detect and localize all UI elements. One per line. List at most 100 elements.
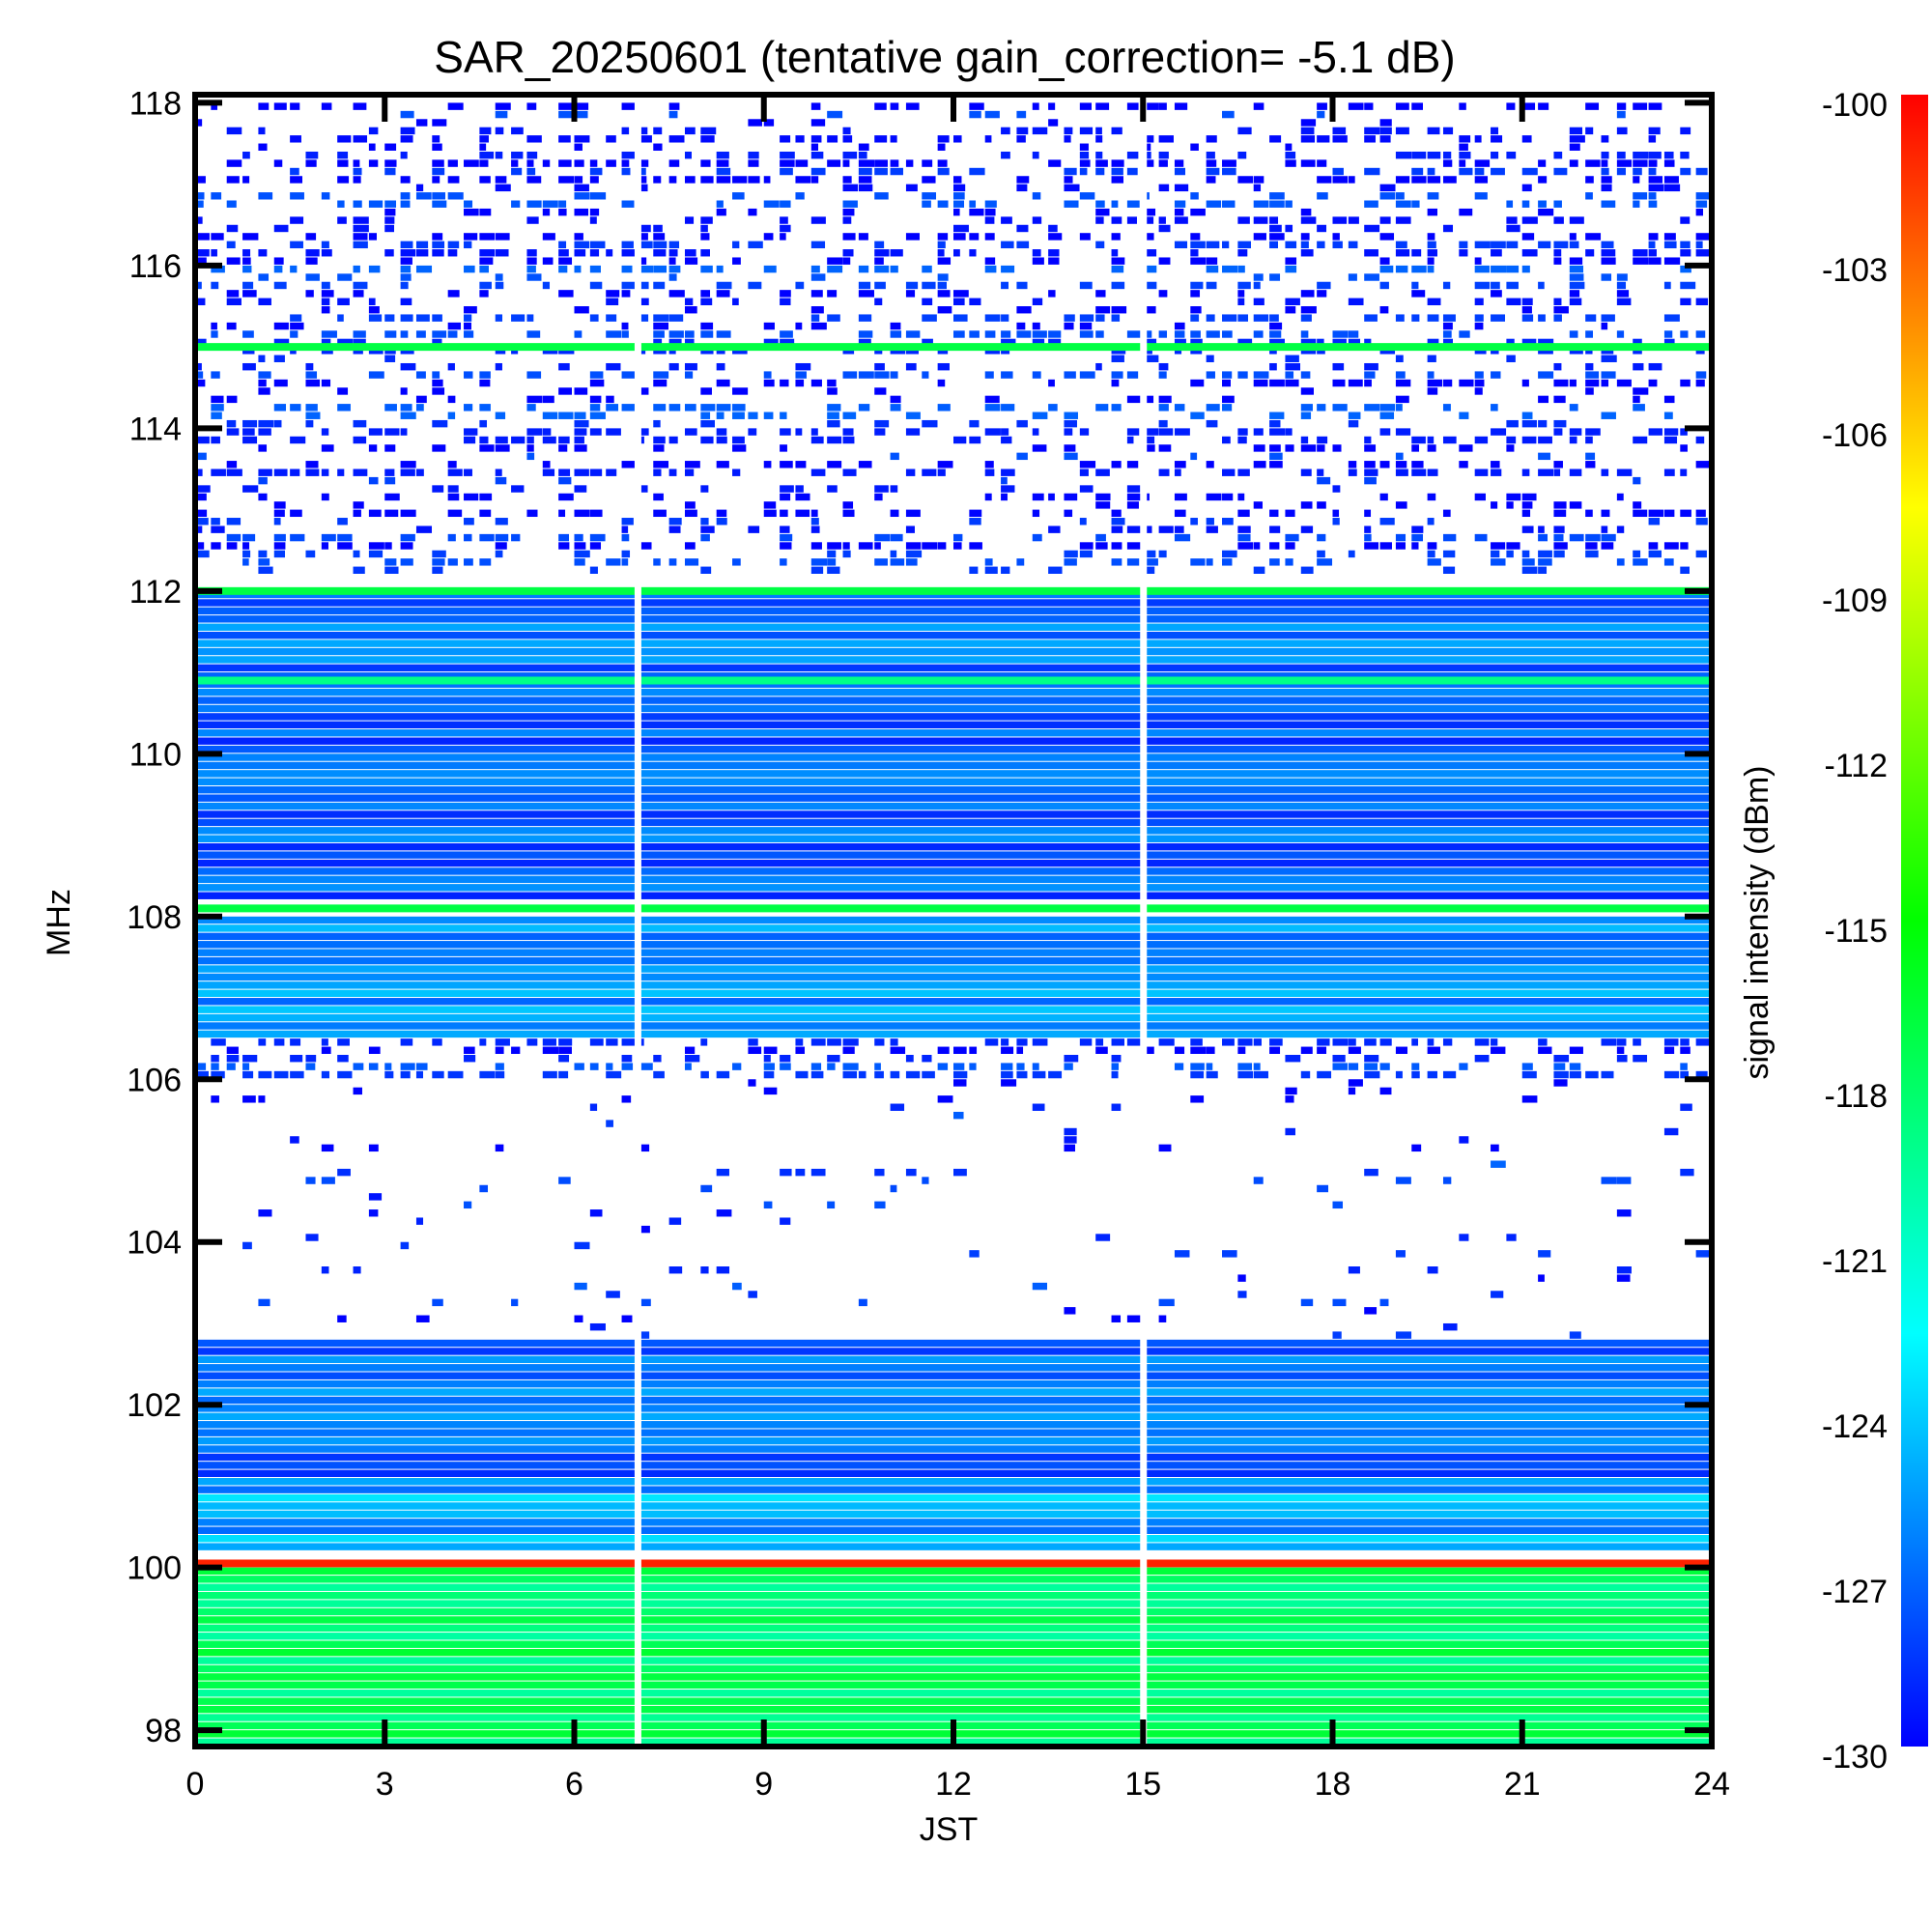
heatmap-cell	[400, 135, 413, 143]
heatmap-cell	[905, 428, 921, 436]
heatmap-cell	[890, 395, 901, 404]
heatmap-cell	[1633, 167, 1642, 176]
heatmap-cell	[984, 208, 996, 216]
heatmap-cell	[858, 290, 874, 298]
heatmap-cell	[258, 558, 270, 566]
heatmap-cell	[763, 233, 774, 241]
heatmap-cell	[716, 330, 731, 338]
heatmap-cell	[1143, 233, 1154, 241]
heatmap-cell	[1553, 151, 1563, 159]
heatmap-cell	[795, 159, 809, 167]
heatmap-cell	[874, 102, 887, 110]
heatmap-cell	[700, 249, 710, 257]
heatmap-cell	[1648, 159, 1658, 167]
heatmap-cell	[400, 461, 416, 469]
heatmap-cell	[368, 428, 383, 436]
heatmap-cell	[195, 493, 207, 501]
heatmap-cell	[1521, 216, 1538, 224]
heatmap-cell	[1269, 542, 1280, 550]
heatmap-cell	[1585, 436, 1593, 444]
heatmap-cell	[258, 476, 268, 485]
heatmap-cell	[1253, 233, 1266, 241]
heatmap-row	[195, 1339, 1712, 1348]
heatmap-cell	[1521, 469, 1530, 476]
heatmap-cell	[353, 1063, 364, 1070]
heatmap-cell	[1663, 542, 1679, 550]
heatmap-cell	[953, 1111, 964, 1120]
heatmap-cell	[574, 419, 589, 428]
heatmap-cell	[621, 518, 634, 526]
heatmap-cell	[1538, 281, 1545, 290]
heatmap-cell	[305, 159, 317, 167]
heatmap-cell	[874, 362, 885, 371]
heatmap-cell	[1695, 192, 1711, 200]
heatmap-cell	[1442, 1038, 1453, 1046]
heatmap-cell	[1695, 249, 1709, 257]
heatmap-cell	[1521, 436, 1537, 444]
heatmap-cell	[905, 558, 918, 566]
heatmap-cell	[1348, 216, 1359, 224]
heatmap-cell	[384, 566, 399, 574]
heatmap-cell	[1222, 518, 1234, 526]
heatmap-cell	[1395, 355, 1404, 362]
heatmap-cell	[716, 281, 732, 290]
heatmap-cell	[1616, 1054, 1628, 1063]
heatmap-row	[195, 1673, 1712, 1681]
heatmap-cell	[542, 469, 555, 476]
heatmap-cell	[621, 1095, 632, 1103]
heatmap-cell	[495, 518, 508, 526]
heatmap-cell	[542, 461, 551, 469]
heatmap-cell	[953, 1063, 965, 1070]
heatmap-cell	[511, 1298, 519, 1307]
heatmap-cell	[637, 241, 653, 249]
heatmap-cell	[526, 273, 542, 281]
heatmap-cell	[810, 436, 824, 444]
heatmap-cell	[1269, 428, 1286, 436]
heatmap-cell	[1459, 249, 1468, 257]
heatmap-cell	[1474, 1038, 1490, 1046]
heatmap-cell	[400, 265, 412, 273]
heatmap-cell	[1521, 509, 1531, 518]
heatmap-cell	[858, 265, 869, 273]
heatmap-cell	[1237, 1274, 1246, 1282]
heatmap-cell	[937, 257, 952, 265]
heatmap-cell	[842, 509, 855, 518]
heatmap-cell	[1190, 290, 1201, 298]
heatmap-cell	[1158, 1298, 1175, 1307]
heatmap-cell	[732, 436, 745, 444]
heatmap-cell	[1111, 461, 1122, 469]
heatmap-cell	[1521, 200, 1530, 208]
heatmap-cell	[321, 330, 337, 338]
heatmap-cell	[842, 412, 857, 419]
heatmap-cell	[1663, 338, 1675, 347]
heatmap-cell	[1253, 379, 1268, 387]
heatmap-cell	[258, 379, 267, 387]
heatmap-cell	[1648, 127, 1661, 135]
heatmap-cell	[290, 167, 299, 176]
heatmap-cell	[574, 143, 582, 151]
heatmap-cell	[684, 338, 695, 347]
heatmap-cell	[432, 314, 442, 322]
heatmap-cell	[384, 200, 397, 208]
heatmap-cell	[526, 249, 537, 257]
heatmap-cell	[1569, 404, 1578, 412]
heatmap-cell	[1585, 314, 1597, 322]
heatmap-cell	[969, 200, 977, 208]
heatmap-cell	[290, 102, 300, 110]
data-gaps	[634, 95, 1148, 1747]
heatmap-band	[195, 1038, 1710, 1079]
heatmap-cell	[415, 1217, 424, 1225]
heatmap-cell	[1190, 314, 1200, 322]
heatmap-cell	[368, 509, 382, 518]
heatmap-cell	[653, 249, 667, 257]
heatmap-cell	[258, 143, 268, 151]
heatmap-cell	[905, 281, 919, 290]
heatmap-cell	[1474, 265, 1490, 273]
heatmap-cell	[1427, 387, 1438, 395]
heatmap-row	[195, 1714, 1712, 1721]
heatmap-cell	[1095, 330, 1104, 338]
heatmap-cell	[1206, 314, 1215, 322]
heatmap-cell	[922, 1054, 932, 1063]
heatmap-cell	[780, 159, 795, 167]
heatmap-cell	[1364, 314, 1378, 322]
